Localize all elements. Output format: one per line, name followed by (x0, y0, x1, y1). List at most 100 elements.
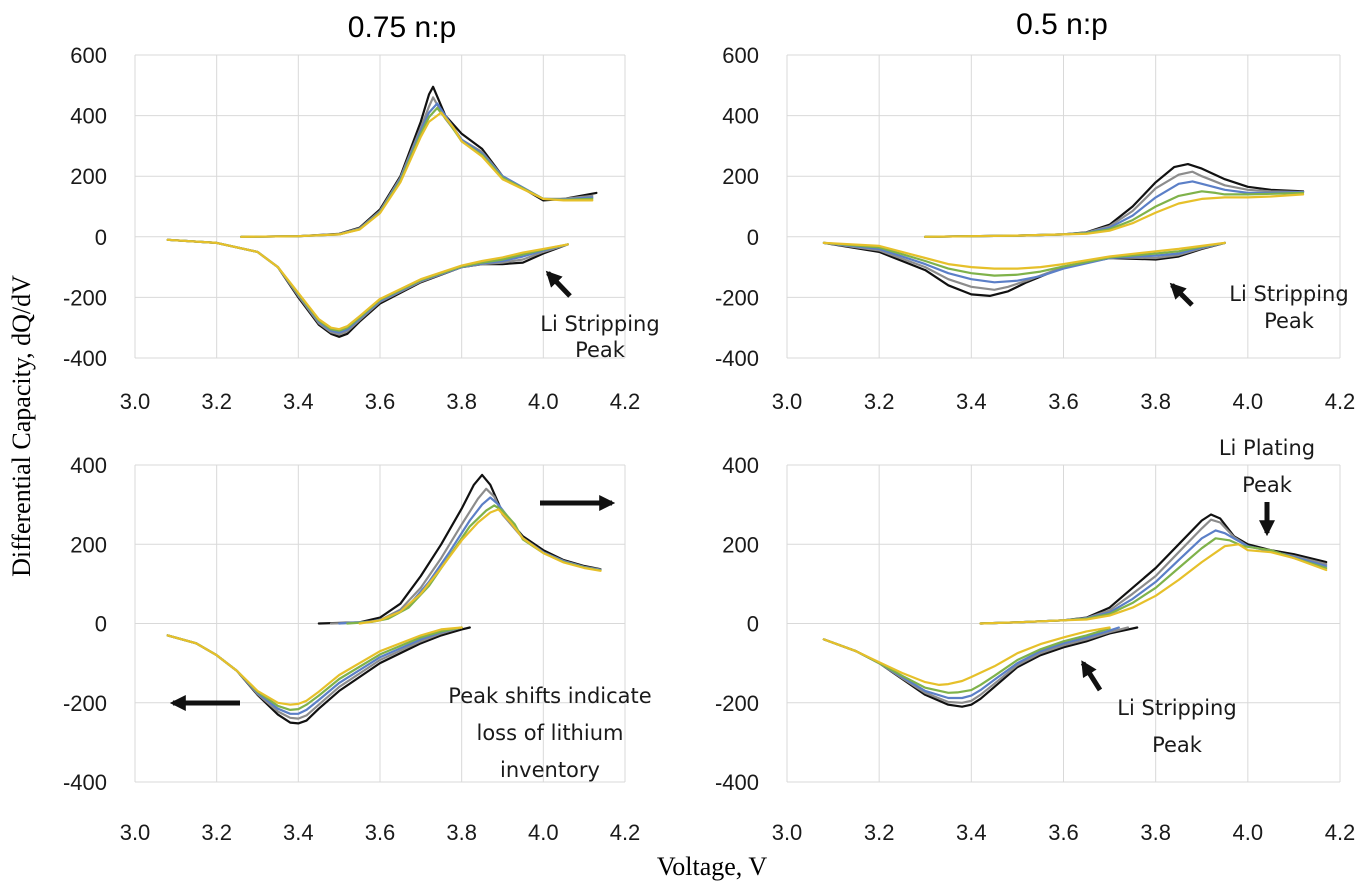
arrow-icon (1080, 660, 1103, 692)
discharge-curve-1 (166, 626, 471, 725)
x-tick-label: 3.8 (446, 389, 477, 414)
x-tick-label: 3.2 (201, 389, 232, 414)
x-tick-label: 4.0 (528, 389, 559, 414)
annotation-text: Peak (1152, 733, 1203, 757)
chart-panel-top-right: 3.0 3.2 3.4 3.6 3.8 4.0 4.2 600 400 200 0 -200 -400 0… (715, 8, 1355, 414)
y-tick-label: 0 (747, 612, 759, 637)
discharge-curve-3 (166, 238, 569, 334)
y-tick-label: -200 (715, 285, 759, 310)
y-tick-label: 600 (70, 43, 107, 68)
discharge-curve-2 (822, 241, 1226, 291)
x-tick-label: 3.4 (283, 820, 314, 845)
annotation-text: Peak (1242, 473, 1293, 497)
annotation-text: Li Stripping (1229, 282, 1348, 306)
y-tick-label: -200 (63, 285, 107, 310)
discharge-curve-5 (166, 626, 463, 706)
y-tick-label: -400 (715, 770, 759, 795)
x-tick-label: 3.2 (864, 389, 895, 414)
annotation-text: Li Stripping (1117, 696, 1236, 720)
y-tick-label: 400 (722, 453, 759, 478)
x-tick-label: 4.0 (1233, 820, 1264, 845)
y-tick-label: 400 (70, 453, 107, 478)
charge-curve-3 (240, 102, 594, 238)
x-tick-label: 3.0 (120, 820, 151, 845)
y-tick-label: 0 (747, 225, 759, 250)
x-tick-label: 3.6 (1048, 389, 1079, 414)
annotation-text: inventory (500, 758, 600, 782)
x-tick-label: 3.0 (120, 389, 151, 414)
x-tick-label: 3.2 (201, 820, 232, 845)
y-tick-label: 0 (95, 612, 107, 637)
y-tick-label: 600 (722, 43, 759, 68)
x-tick-label: 3.6 (365, 820, 396, 845)
panel-title: 0.5 n:p (1016, 8, 1108, 41)
y-tick-label: 200 (70, 164, 107, 189)
x-tick-label: 3.6 (365, 389, 396, 414)
charge-curve-5 (924, 193, 1305, 238)
discharge-curve-4 (166, 626, 463, 711)
y-tick-label: -200 (63, 691, 107, 716)
discharge-curve-5 (822, 626, 1111, 686)
discharge-curve-5 (822, 241, 1226, 270)
y-tick-label: 400 (722, 104, 759, 129)
y-tick-label: 200 (722, 164, 759, 189)
x-axis-label: Voltage, V (657, 852, 767, 881)
y-tick-label: 0 (95, 225, 107, 250)
panel-title: 0.75 n:p (348, 11, 456, 44)
y-tick-label: -400 (715, 346, 759, 371)
y-tick-label: -400 (63, 346, 107, 371)
annotation-text: loss of lithium (477, 721, 624, 745)
discharge-curve-5 (166, 238, 569, 331)
x-tick-label: 4.2 (1325, 389, 1356, 414)
y-axis-label: Differential Capacity, dQ/dV (7, 275, 36, 577)
x-tick-label: 4.2 (610, 389, 641, 414)
charge-curve-5 (240, 111, 594, 238)
x-tick-label: 3.4 (956, 389, 987, 414)
x-tick-label: 3.8 (1140, 820, 1171, 845)
arrow-icon (545, 270, 572, 298)
chart-panel-bottom-left: 3.0 3.2 3.4 3.6 3.8 4.0 4.2 400 200 0 -200 -400 Peak… (63, 453, 652, 845)
discharge-curve-4 (822, 627, 1111, 694)
discharge-curve-3 (822, 241, 1226, 284)
x-tick-label: 3.8 (446, 820, 477, 845)
annotation-text: Peak (575, 338, 626, 362)
x-tick-label: 3.0 (772, 389, 803, 414)
annotation-text: Li Plating (1219, 436, 1315, 460)
x-tick-label: 3.2 (864, 820, 895, 845)
charge-curve-2 (329, 487, 602, 625)
charge-curve-5 (979, 543, 1328, 625)
discharge-curve-4 (822, 241, 1226, 277)
charge-curve-4 (240, 106, 594, 238)
charge-curve-4 (979, 537, 1328, 625)
charge-curve-2 (240, 96, 594, 238)
y-tick-label: 400 (70, 104, 107, 129)
x-tick-label: 3.4 (283, 389, 314, 414)
x-tick-label: 3.6 (1048, 820, 1079, 845)
charge-curve-4 (346, 504, 602, 625)
y-tick-label: 200 (70, 532, 107, 557)
discharge-curve-4 (166, 238, 569, 332)
annotation-text: Peak shifts indicate (448, 684, 651, 708)
x-tick-label: 3.4 (956, 820, 987, 845)
annotation-text: Peak (1264, 309, 1315, 333)
y-tick-label: 200 (722, 532, 759, 557)
x-tick-label: 3.0 (772, 820, 803, 845)
x-tick-label: 4.2 (610, 820, 641, 845)
discharge-curve-1 (822, 241, 1226, 297)
arrow-icon (1169, 282, 1194, 307)
x-tick-label: 3.8 (1140, 389, 1171, 414)
charge-curve-2 (979, 518, 1328, 625)
chart-panel-bottom-right: 3.0 3.2 3.4 3.6 3.8 4.0 4.2 400 200 0 -200 -400 Li P… (715, 436, 1355, 845)
charge-curve-1 (979, 513, 1328, 625)
x-tick-label: 4.0 (1233, 389, 1264, 414)
charge-curve-1 (317, 473, 602, 625)
chart-panel-top-left: 3.0 3.2 3.4 3.6 3.8 4.0 4.2 600 400 200 0 -200 -400 0… (63, 11, 660, 414)
x-tick-label: 4.2 (1325, 820, 1356, 845)
annotation-text: Li Stripping (540, 312, 659, 336)
x-tick-label: 4.0 (528, 820, 559, 845)
y-tick-label: -200 (715, 691, 759, 716)
y-tick-label: -400 (63, 770, 107, 795)
charge-curve-5 (358, 508, 602, 625)
discharge-curve-1 (166, 238, 569, 338)
